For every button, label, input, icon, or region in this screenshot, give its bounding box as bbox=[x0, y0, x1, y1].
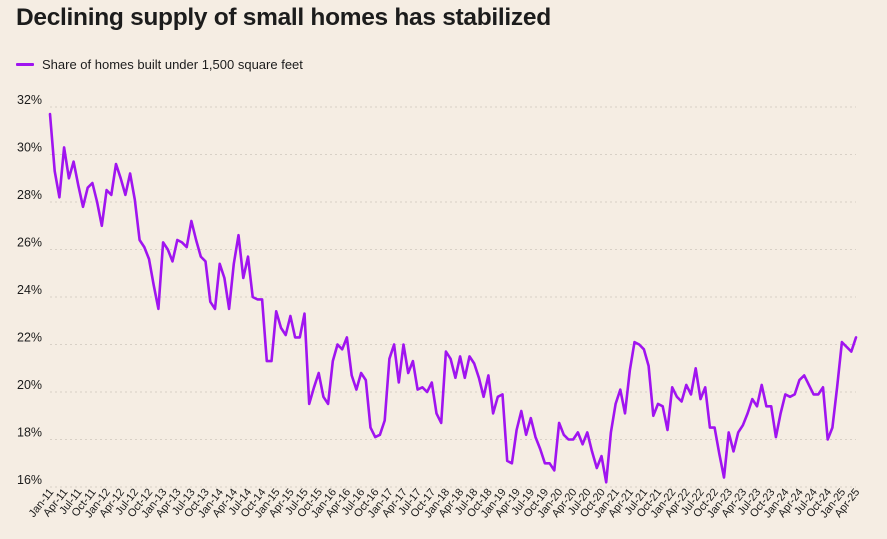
y-tick-label: 26% bbox=[17, 236, 42, 250]
legend-swatch bbox=[16, 63, 34, 66]
grid-lines bbox=[50, 106, 856, 488]
y-tick-label: 18% bbox=[17, 426, 42, 440]
y-tick-label: 32% bbox=[17, 93, 42, 107]
x-axis-ticks: Jan-11Apr-11Jul-11Oct-11Jan-12Apr-12Jul-… bbox=[27, 486, 863, 520]
y-tick-label: 28% bbox=[17, 188, 42, 202]
legend-label: Share of homes built under 1,500 square … bbox=[42, 57, 303, 72]
y-tick-label: 24% bbox=[17, 283, 42, 297]
y-axis-ticks: 16% 18% 20% 22% 24% 26% 28% 30% 32% bbox=[17, 93, 42, 487]
series-line-small-homes-share bbox=[48, 112, 858, 484]
y-tick-label: 16% bbox=[17, 473, 42, 487]
chart-title: Declining supply of small homes has stab… bbox=[16, 4, 551, 31]
series-group bbox=[48, 112, 858, 484]
y-tick-label: 22% bbox=[17, 331, 42, 345]
y-tick-label: 30% bbox=[17, 141, 42, 155]
legend: Share of homes built under 1,500 square … bbox=[16, 57, 303, 72]
y-tick-label: 20% bbox=[17, 378, 42, 392]
